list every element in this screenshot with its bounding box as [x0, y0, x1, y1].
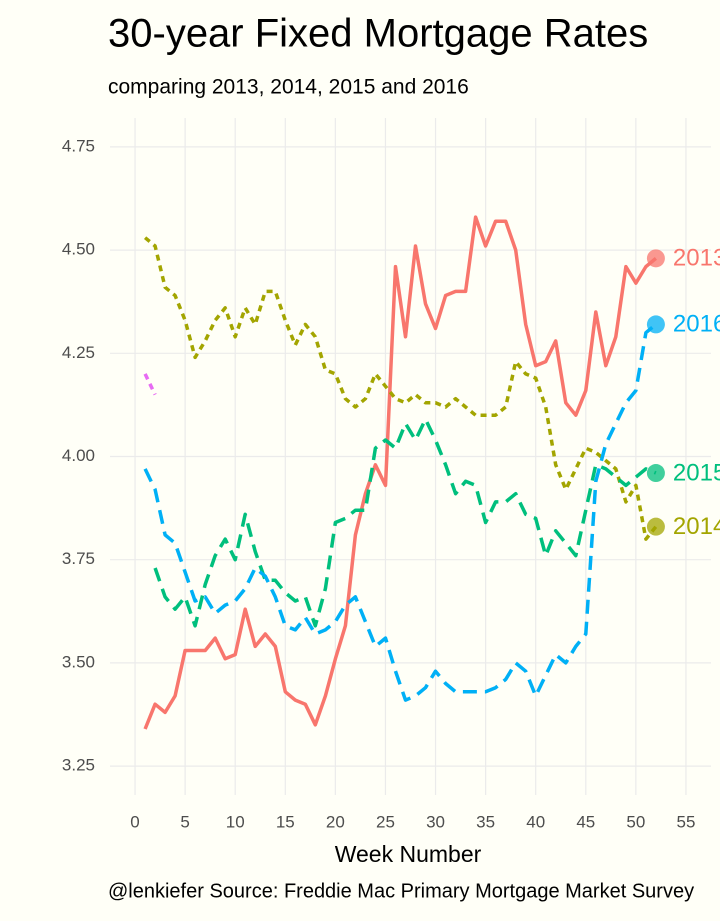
series-line [153, 417, 657, 628]
series-line [143, 236, 658, 541]
chart-title: 30-year Fixed Mortgage Rates [108, 12, 648, 56]
series-line [143, 373, 157, 396]
grid: 3.25 3.50 3.75 4.00 4.25 4.50 4.75 0 5 10 15 20 25 30… [62, 118, 711, 831]
x-tick-label: 40 [526, 812, 545, 831]
y-tick-label: 3.50 [62, 652, 95, 671]
y-tick-label: 3.25 [62, 756, 95, 775]
end-point [646, 249, 665, 268]
series-label: 2014 [673, 513, 720, 540]
x-tick-label: 50 [626, 812, 645, 831]
x-tick-label: 55 [676, 812, 695, 831]
series-line [143, 215, 658, 730]
x-tick-label: 20 [326, 812, 345, 831]
series-line [143, 323, 658, 702]
x-tick-label: 25 [376, 812, 395, 831]
series-label: 2015 [673, 459, 720, 486]
x-tick-label: 45 [576, 812, 595, 831]
y-tick-label: 4.50 [62, 240, 95, 259]
x-tick-label: 5 [180, 812, 189, 831]
x-tick-label: 15 [276, 812, 295, 831]
x-tick-label: 30 [426, 812, 445, 831]
end-point [646, 315, 665, 334]
caption: @lenkiefer Source: Freddie Mac Primary M… [108, 880, 694, 902]
chart-subtitle: comparing 2013, 2014, 2015 and 2016 [108, 76, 469, 99]
y-tick-label: 4.25 [62, 343, 95, 362]
series-label: 2016 [673, 311, 720, 338]
end-point [646, 517, 665, 536]
series-label: 2013 [673, 245, 720, 272]
x-tick-label: 35 [476, 812, 495, 831]
y-tick-label: 4.00 [62, 446, 95, 465]
y-tick-label: 3.75 [62, 549, 95, 568]
y-tick-label: 4.75 [62, 136, 95, 155]
end-point [646, 464, 665, 483]
plot-area: 2013 2014 2015 2016 [143, 215, 720, 730]
x-tick-label: 10 [226, 812, 245, 831]
x-tick-label: 0 [130, 812, 139, 831]
x-axis-label: Week Number [335, 841, 482, 867]
